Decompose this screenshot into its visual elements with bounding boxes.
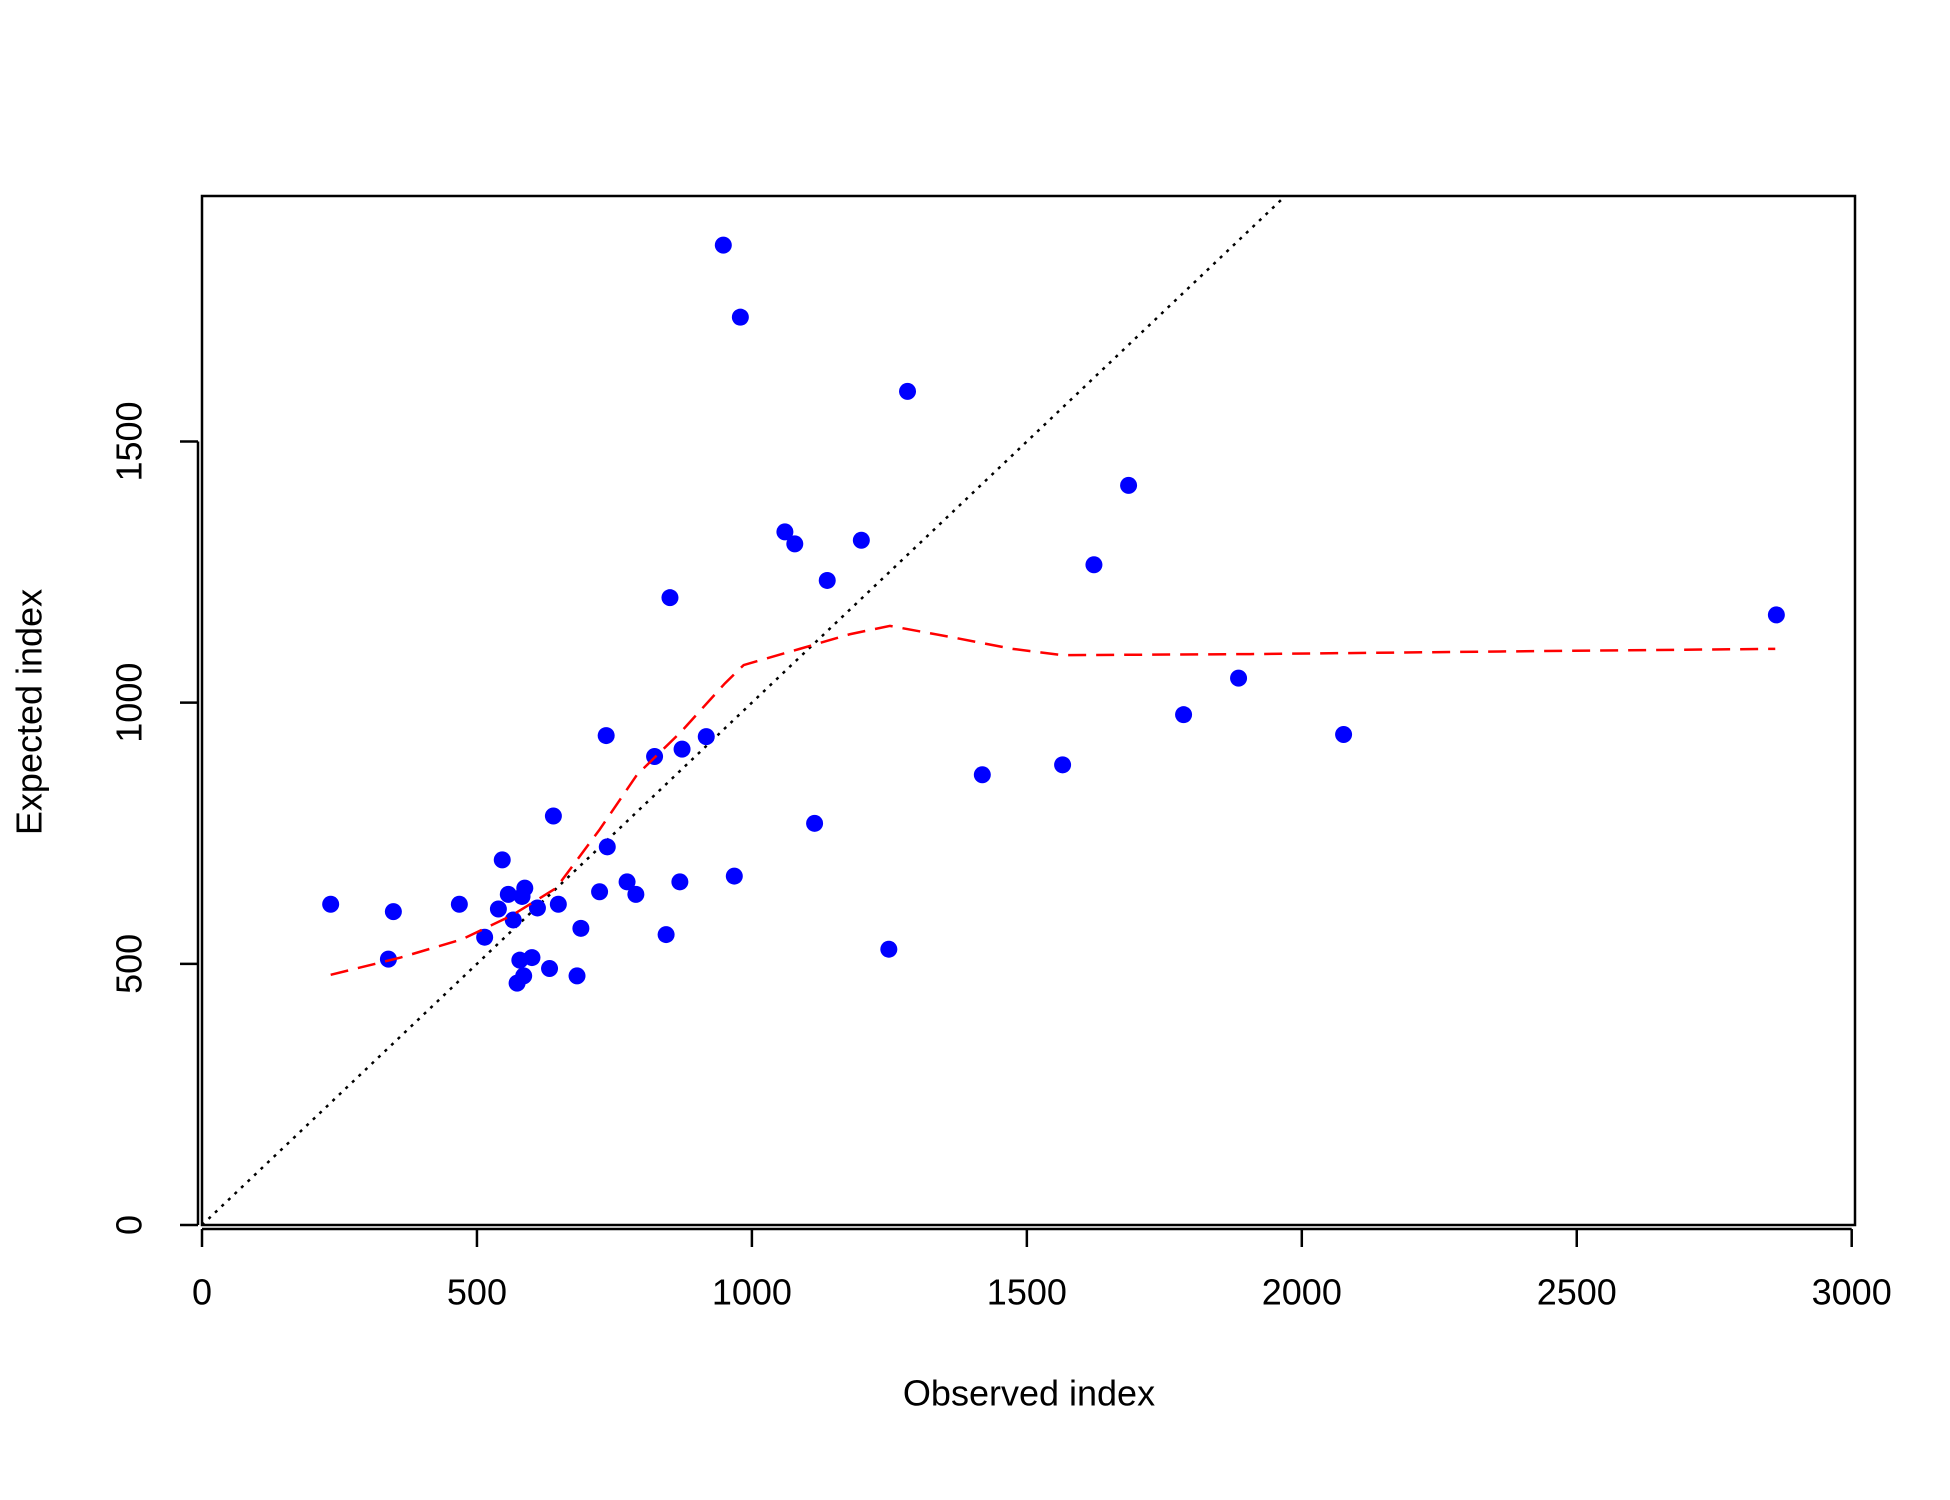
point bbox=[322, 895, 340, 913]
point bbox=[1175, 706, 1193, 724]
point bbox=[516, 879, 534, 897]
point bbox=[627, 885, 645, 903]
point bbox=[776, 523, 794, 541]
point bbox=[1335, 726, 1353, 744]
point bbox=[725, 867, 743, 885]
y-tick-label: 1500 bbox=[109, 401, 150, 481]
point bbox=[379, 950, 397, 968]
x-tick-label: 2000 bbox=[1262, 1272, 1342, 1313]
point bbox=[515, 967, 533, 985]
point bbox=[657, 926, 675, 944]
point bbox=[1230, 669, 1248, 687]
smooth-line bbox=[330, 624, 1776, 977]
point bbox=[1054, 756, 1072, 774]
x-tick-label: 2500 bbox=[1537, 1272, 1617, 1313]
point bbox=[476, 928, 494, 946]
point bbox=[618, 873, 636, 891]
identity-line bbox=[202, 196, 1288, 1225]
y-axis-label: Expected index bbox=[9, 589, 50, 835]
x-tick-label: 3000 bbox=[1812, 1272, 1892, 1313]
point bbox=[806, 814, 824, 832]
point bbox=[880, 940, 898, 958]
point bbox=[671, 873, 689, 891]
x-axis-label: Observed index bbox=[903, 1373, 1155, 1414]
plot-frame bbox=[200, 194, 1857, 1227]
y-tick-label: 0 bbox=[109, 1215, 150, 1235]
point bbox=[1767, 606, 1785, 624]
point bbox=[661, 589, 679, 607]
point bbox=[499, 885, 517, 903]
x-tick-label: 1500 bbox=[987, 1272, 1067, 1313]
point bbox=[549, 895, 567, 913]
point bbox=[541, 960, 559, 978]
point bbox=[697, 728, 715, 746]
point bbox=[673, 740, 691, 758]
point bbox=[528, 899, 546, 917]
point bbox=[523, 949, 541, 967]
point bbox=[597, 727, 615, 745]
point bbox=[450, 895, 468, 913]
point bbox=[714, 236, 732, 254]
x-tick-label: 0 bbox=[192, 1272, 212, 1313]
point bbox=[818, 571, 836, 589]
point bbox=[731, 308, 749, 326]
point bbox=[504, 911, 522, 929]
point bbox=[852, 531, 870, 549]
y-tick-label: 1000 bbox=[109, 663, 150, 743]
point bbox=[568, 967, 586, 985]
point bbox=[489, 900, 507, 918]
y-tick-label: 500 bbox=[109, 934, 150, 994]
x-tick-label: 1000 bbox=[712, 1272, 792, 1313]
point bbox=[591, 883, 609, 901]
point bbox=[493, 851, 511, 869]
point bbox=[1085, 556, 1103, 574]
point bbox=[598, 838, 616, 856]
point bbox=[544, 807, 562, 825]
point bbox=[384, 903, 402, 921]
point bbox=[899, 382, 917, 400]
x-tick-label: 500 bbox=[447, 1272, 507, 1313]
point bbox=[786, 535, 804, 553]
point bbox=[572, 919, 590, 937]
point bbox=[973, 766, 991, 784]
point bbox=[1120, 476, 1138, 494]
